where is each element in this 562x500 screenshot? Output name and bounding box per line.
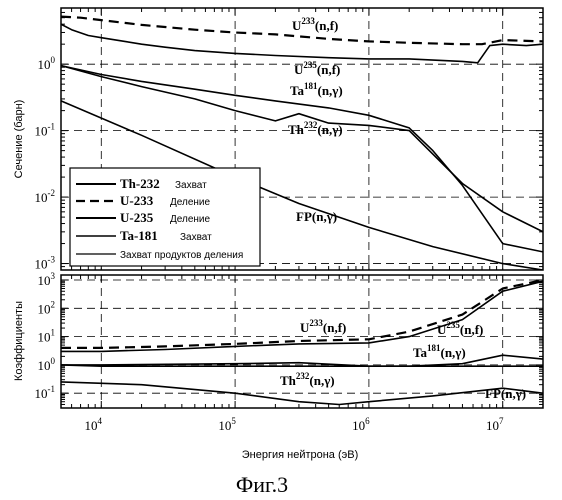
x-tick-label: 106 [352, 416, 370, 433]
legend-desc-ta181: Захват [180, 232, 212, 243]
bottom-ytick-label: 100 [38, 356, 56, 373]
bottom-ytick-label: 10-1 [35, 384, 56, 401]
annot-bottom-ta181: Ta181(n,γ) [413, 343, 466, 360]
annot-bottom-u233: U233(n,f) [300, 318, 346, 335]
annot-bottom-u235: U235(n,f) [437, 320, 483, 337]
x-tick-label: 104 [85, 416, 103, 433]
top-ytick-label: 10-2 [35, 188, 56, 205]
bottom-y-axis-label: Коэффициенты [13, 301, 25, 381]
legend-iso-th232: Th-232 [120, 176, 160, 191]
legend: Th-232 Захват U-233 Деление U-235 Делени… [70, 168, 260, 266]
legend-iso-u235: U-235 [120, 210, 154, 225]
annot-top-th232: Th232(n,γ) [288, 120, 343, 137]
annot-bottom-fp: FP(n,γ) [485, 386, 526, 401]
top-ytick-label: 100 [38, 55, 56, 72]
bottom-annotations: U233(n,f) U235(n,f) Ta181(n,γ) Th232(n,γ… [280, 318, 526, 401]
top-y-axis-label: Сечение (барн) [13, 100, 25, 179]
legend-iso-ta181: Ta-181 [120, 228, 158, 243]
legend-iso-u233: U-233 [120, 193, 154, 208]
x-tick-label: 105 [218, 416, 236, 433]
legend-desc-th232: Захват [175, 180, 207, 191]
top-ytick-label: 10-3 [35, 255, 56, 272]
annot-top-u235: U235(n,f) [294, 60, 340, 77]
annot-top-fp: FP(n,γ) [296, 209, 337, 224]
x-tick-label: 107 [486, 416, 504, 433]
annot-bottom-th232: Th232(n,γ) [280, 371, 335, 388]
annot-top-ta181: Ta181(n,γ) [290, 81, 343, 98]
x-axis-label: Энергия нейтрона (эВ) [242, 449, 359, 461]
bottom-chart-series [61, 280, 543, 405]
legend-desc-fp: Захват продуктов деления [120, 250, 243, 261]
top-annotations: U233(n,f) U235(n,f) Ta181(n,γ) Th232(n,γ… [288, 16, 343, 224]
legend-desc-u233: Деление [170, 197, 211, 208]
bottom-ytick-label: 101 [38, 328, 56, 345]
annot-top-u233: U233(n,f) [292, 16, 338, 33]
legend-desc-u235: Деление [170, 214, 211, 225]
bottom-ytick-label: 103 [38, 271, 56, 288]
top-ytick-label: 10-1 [35, 122, 56, 139]
top-series-1 [61, 24, 543, 63]
bottom-ytick-label: 102 [38, 299, 56, 316]
figure-caption: Фиг.3 [236, 472, 288, 497]
